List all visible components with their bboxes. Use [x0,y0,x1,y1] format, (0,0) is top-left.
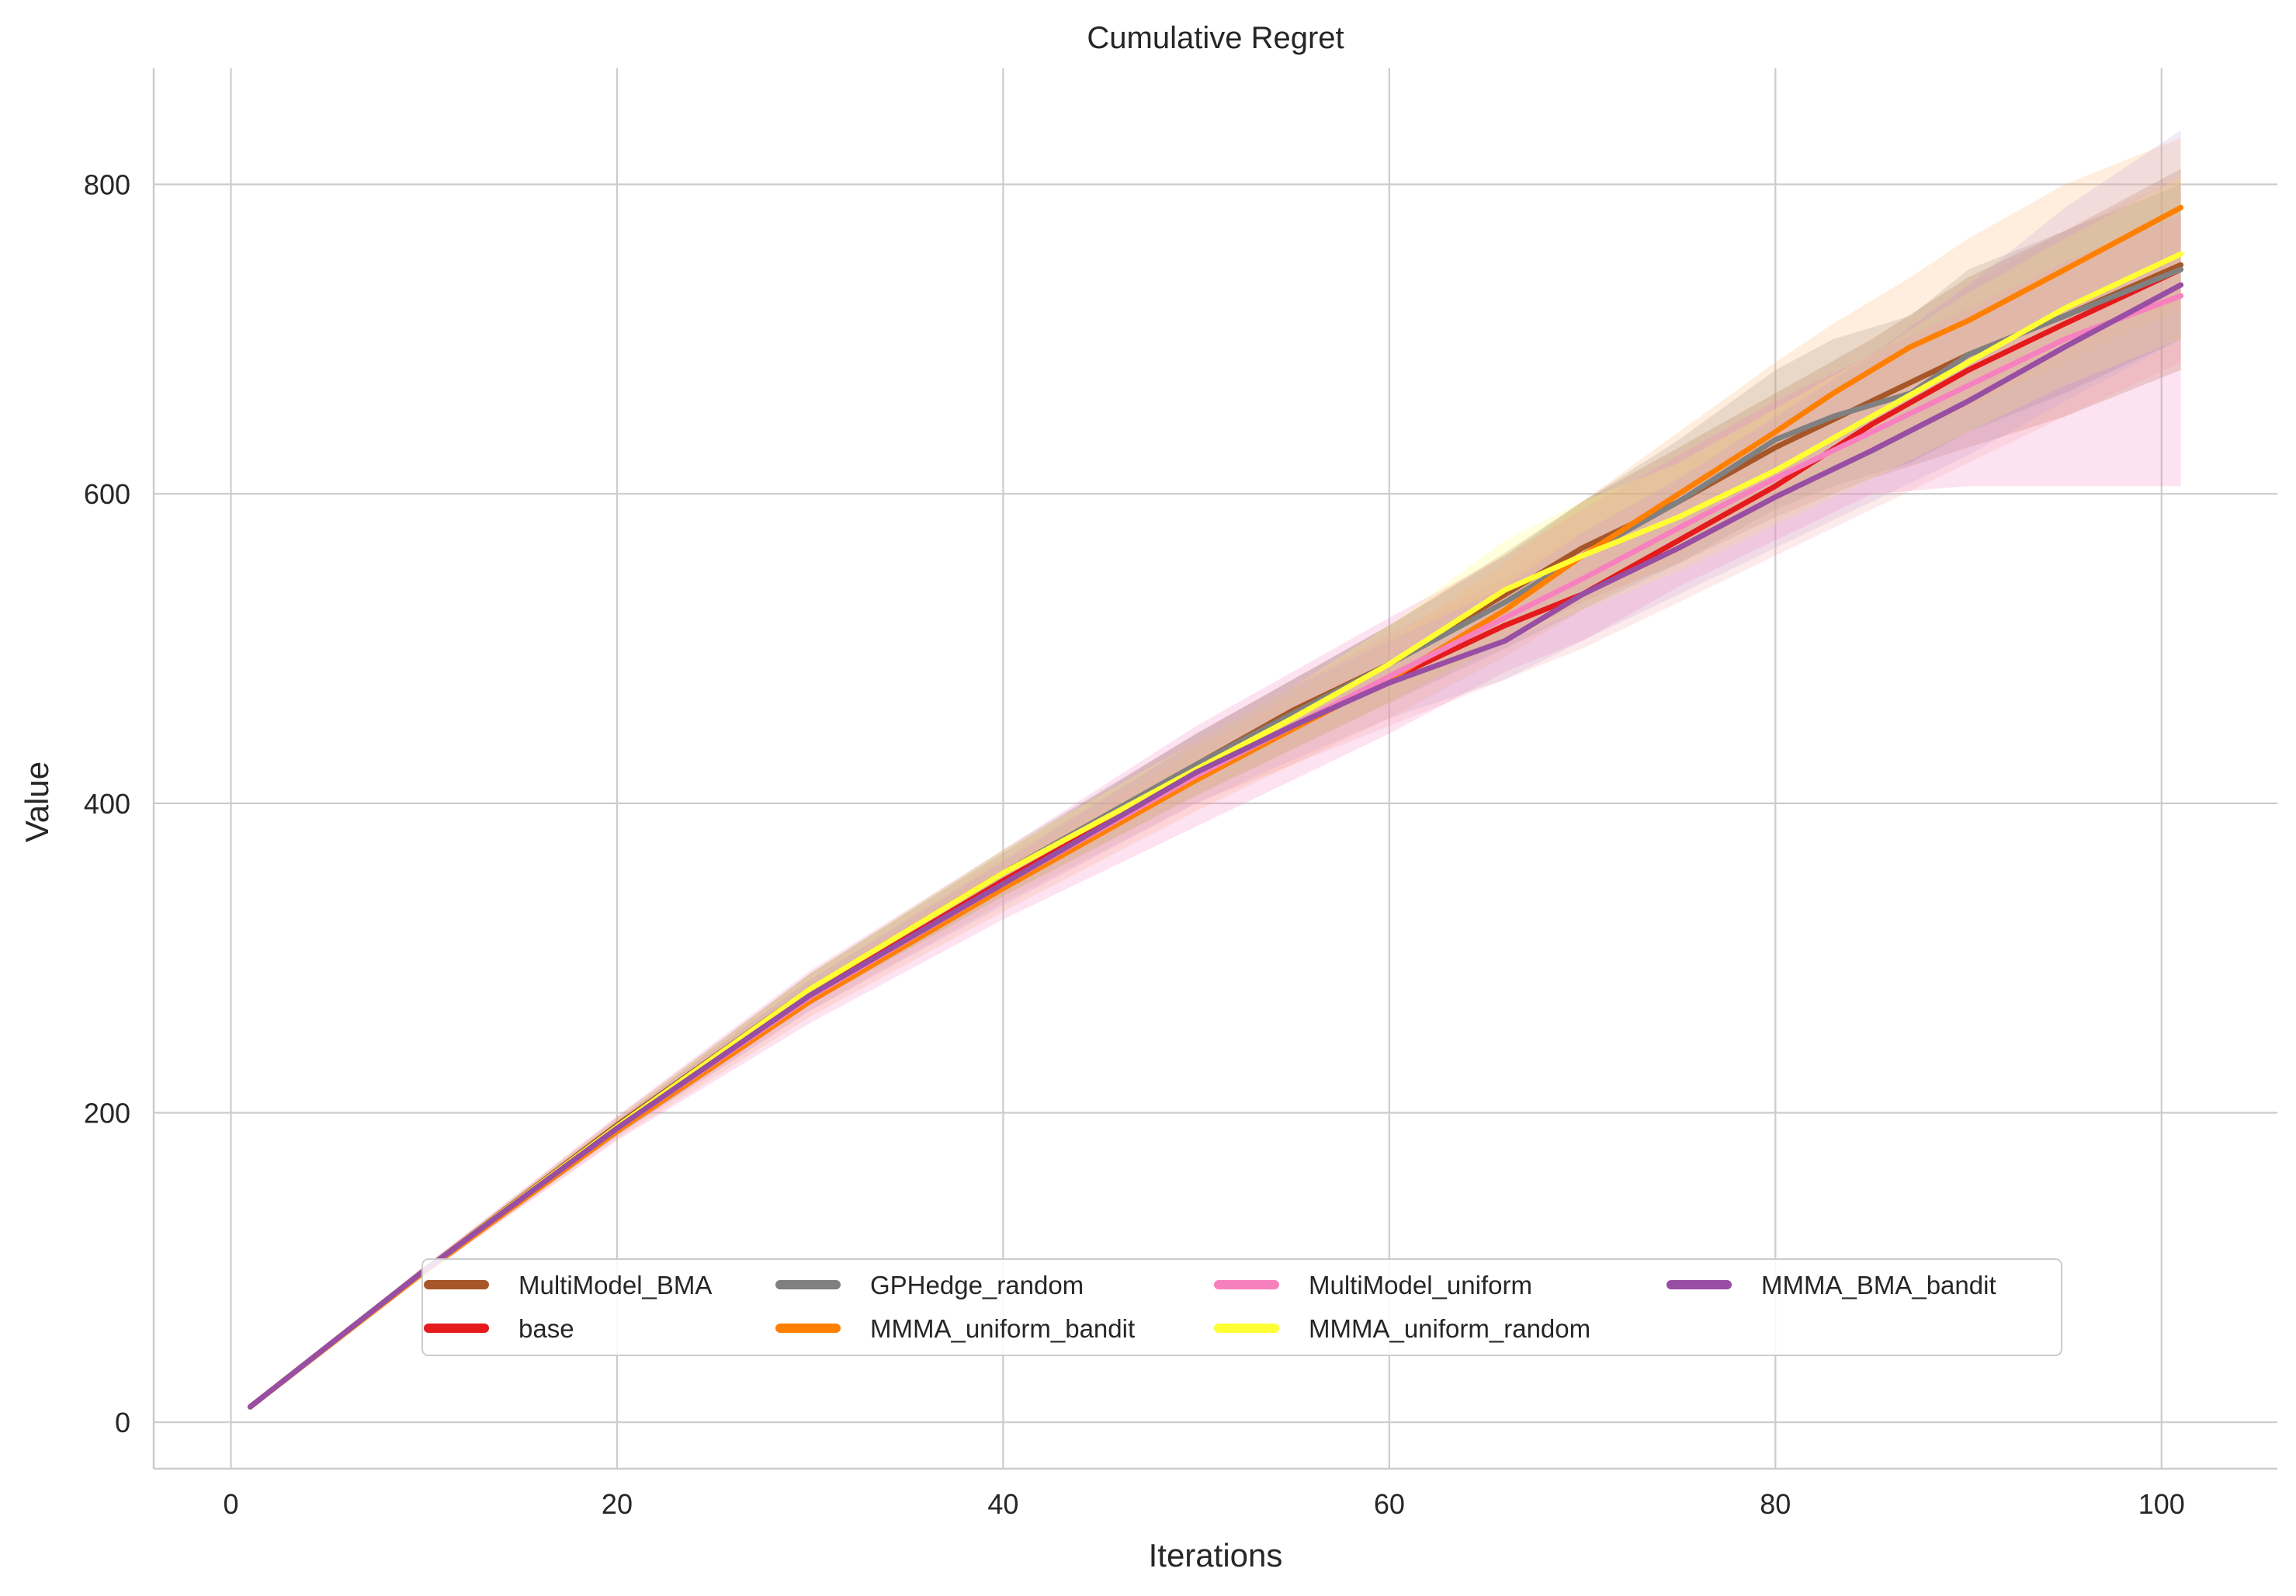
axes [152,68,2277,1470]
x-tick-label: 0 [223,1488,238,1520]
series-lines [247,204,2184,1410]
x-tick-label: 40 [987,1488,1018,1520]
legend-entry-base: base [424,1314,574,1343]
x-tick-label: 20 [602,1488,633,1520]
legend-entry-gphedge-random: GPHedge_random [775,1271,1084,1299]
line-mmma-bma-bandit [247,282,2184,1410]
grid-lines [154,68,2277,1469]
y-tick-label: 800 [84,169,130,201]
line-mmma-uniform-random [247,251,2184,1410]
line-mmma-uniform-bandit [247,204,2184,1410]
y-tick-label: 0 [115,1407,130,1438]
band-multimodel-uniform [250,215,2181,1407]
tick-labels: 0 20 40 60 80 100 0 200 400 600 800 [84,169,2185,1520]
legend-entry-mmma-uniform-bandit: MMMA_uniform_bandit [775,1314,1135,1343]
chart-title: Cumulative Regret [1087,21,1344,55]
x-axis-label: Iterations [1149,1537,1283,1573]
legend-label: MMMA_uniform_bandit [870,1314,1135,1343]
x-tick-label: 100 [2138,1488,2185,1520]
y-tick-label: 200 [84,1098,130,1129]
legend-label: MultiModel_BMA [519,1271,712,1299]
legend-label: MultiModel_uniform [1309,1271,1532,1299]
legend-entry-mmma-uniform-random: MMMA_uniform_random [1214,1314,1590,1343]
y-tick-label: 400 [84,788,130,820]
legend-label: MMMA_uniform_random [1309,1314,1590,1343]
y-tick-label: 600 [84,478,130,510]
legend-entry-mmma-bma-bandit: MMMA_BMA_bandit [1667,1271,1996,1299]
legend-label: MMMA_BMA_bandit [1761,1271,1996,1299]
x-tick-label: 60 [1374,1488,1405,1520]
legend-entry-multimodel-bma: MultiModel_BMA [424,1271,712,1299]
legend-entry-multimodel-uniform: MultiModel_uniform [1214,1271,1532,1299]
x-tick-label: 80 [1760,1488,1791,1520]
legend-label: base [519,1314,574,1343]
y-axis-label: Value [19,762,55,842]
legend-label: GPHedge_random [870,1271,1084,1299]
